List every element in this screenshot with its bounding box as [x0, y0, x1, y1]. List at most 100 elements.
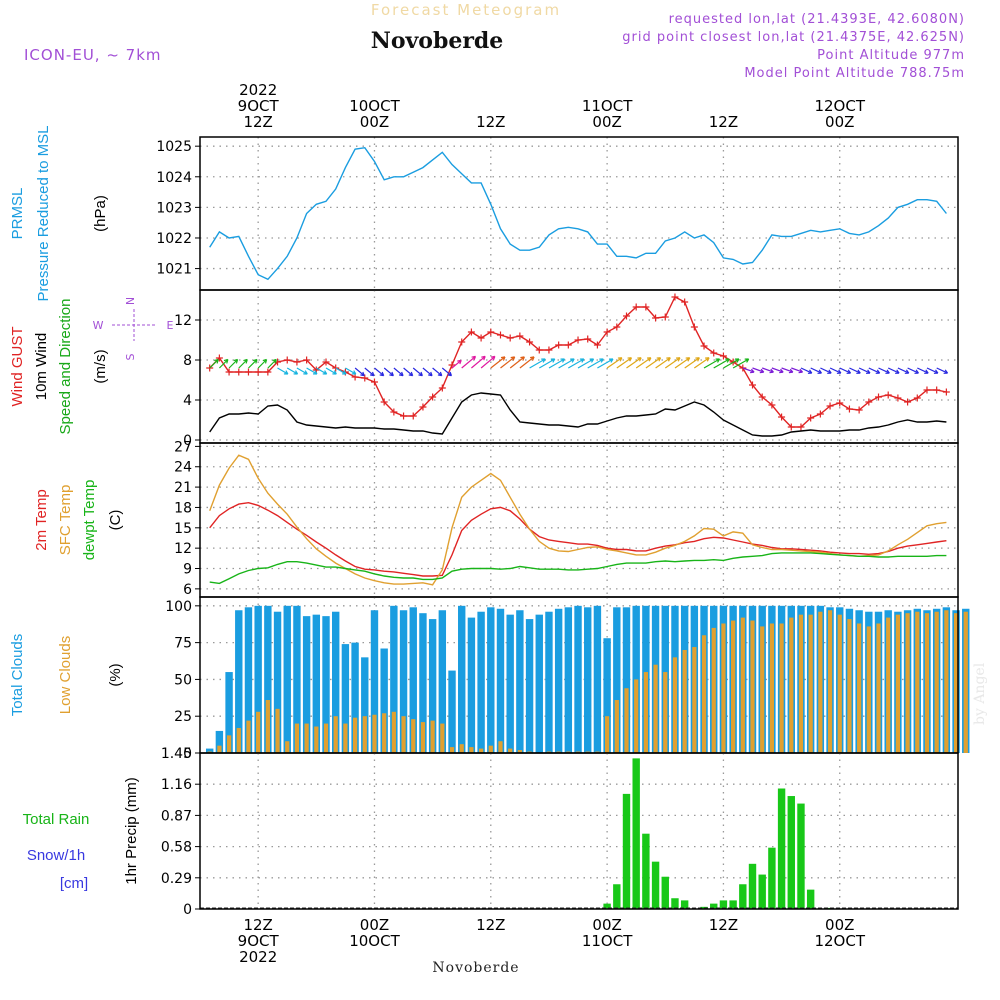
- time-label-top: 00Z: [592, 113, 621, 131]
- temperature-ylabel: 2m Temp: [33, 489, 50, 550]
- cloud-bar: [584, 607, 592, 753]
- pressure-ylabel: PRMSL: [9, 188, 26, 240]
- precip-bar: [661, 876, 669, 909]
- gust-marker: [244, 368, 252, 376]
- wind-arrow: [587, 358, 604, 369]
- wind-arrow: [393, 367, 404, 377]
- wind-arrow: [606, 357, 623, 369]
- temperature-series-line: [209, 552, 947, 585]
- wind-arrow: [800, 367, 813, 374]
- top-title: Forecast Meteogram: [371, 1, 561, 19]
- time-label-top: 2022: [239, 81, 277, 99]
- cloud-bar: [487, 607, 495, 753]
- wind-arrow: [364, 367, 375, 377]
- cloud-bar: [215, 730, 224, 753]
- temperature-panel: 6 9 12 15 18 21 24 27 2m Temp SFC Temp dewpt Temp (…: [33, 439, 959, 598]
- gust-marker: [826, 402, 834, 410]
- gust-marker: [322, 358, 330, 366]
- gust-marker: [671, 293, 679, 301]
- precip-bar: [710, 903, 718, 909]
- precip-bar: [642, 833, 650, 909]
- precip-legend: Total Rain: [23, 811, 90, 828]
- temperature-tick-label: 9: [183, 562, 192, 578]
- wind-arrow: [422, 367, 433, 377]
- gust-marker: [933, 386, 941, 394]
- cloud-bar: [244, 607, 253, 753]
- gust-marker: [845, 405, 853, 413]
- cloud-bar: [459, 744, 464, 753]
- gust-marker: [642, 303, 650, 311]
- wind-arrow: [383, 367, 394, 377]
- wind-ylabel: 10m Wind: [33, 333, 50, 401]
- cloud-bar: [409, 607, 417, 753]
- cloud-bar: [760, 626, 765, 753]
- precip-bar: [739, 884, 747, 909]
- wind-arrow: [277, 367, 289, 375]
- cloud-bar: [275, 708, 280, 753]
- cloud-bar: [496, 608, 505, 753]
- pressure-frame: [199, 136, 959, 291]
- gust-marker: [564, 341, 572, 349]
- cloud-bar: [390, 605, 398, 753]
- gridpoint-coords: grid point closest lon,lat (21.4375E, 42…: [622, 30, 965, 45]
- cloud-bar: [525, 619, 534, 753]
- gust-marker: [487, 328, 495, 336]
- wind-arrow: [626, 357, 642, 369]
- wind-arrow: [858, 367, 871, 374]
- cloud-bar: [847, 619, 852, 753]
- wind-arrow: [693, 357, 710, 369]
- pressure-ylabel: (hPa): [92, 195, 109, 232]
- wind-arrow: [926, 367, 939, 374]
- cloud-bar: [789, 617, 794, 753]
- cloud-bar: [643, 672, 648, 753]
- cloud-bar: [866, 626, 871, 753]
- model-altitude: Model Point Altitude 788.75m: [744, 66, 965, 81]
- cloud-bar: [711, 627, 716, 753]
- wind-arrow: [325, 367, 337, 375]
- gust-marker: [816, 410, 824, 418]
- wind-arrow: [490, 356, 506, 369]
- wind-series-line: [209, 392, 947, 437]
- clouds-tick-label: 75: [174, 636, 192, 652]
- cloud-bar: [352, 717, 358, 753]
- cloud-bar: [332, 611, 340, 753]
- wind-arrow: [664, 357, 681, 369]
- wind-arrow: [509, 356, 525, 369]
- wind-arrow: [374, 367, 385, 377]
- wind-arrow: [238, 358, 248, 369]
- gust-marker: [264, 368, 272, 376]
- gust-marker: [215, 354, 223, 362]
- time-label-bottom: 00Z: [825, 916, 854, 934]
- cloud-bar: [963, 611, 968, 753]
- wind-arrow: [887, 367, 900, 374]
- cloud-bar: [545, 611, 553, 753]
- pressure-tick-label: 1021: [156, 262, 192, 278]
- wind-arrow: [723, 358, 740, 369]
- cloud-bar: [419, 613, 427, 753]
- cloud-bar: [265, 700, 270, 753]
- gust-marker: [690, 323, 698, 331]
- temperature-tick-label: 18: [174, 500, 192, 516]
- gust-marker: [496, 331, 504, 339]
- cloud-bar: [285, 741, 290, 753]
- wind-tick-label: 8: [183, 353, 192, 369]
- wind-arrow: [538, 358, 556, 369]
- wind-arrow: [316, 367, 328, 375]
- gust-marker: [719, 352, 727, 360]
- cloud-bar: [953, 613, 959, 753]
- time-label-bottom: 2022: [239, 948, 277, 966]
- pressure-tick-label: 1022: [156, 231, 192, 247]
- wind-tick-label: 12: [174, 313, 192, 329]
- gust-marker: [458, 338, 466, 346]
- gust-marker: [913, 394, 921, 402]
- temperature-ylabel: dewpt Temp: [81, 480, 98, 561]
- gust-marker: [884, 391, 892, 399]
- wind-arrow: [412, 367, 423, 377]
- compass-letter: S: [124, 353, 137, 360]
- gust-marker: [797, 423, 805, 431]
- cloud-bar: [701, 635, 707, 753]
- wind-ylabel: (m/s): [92, 349, 109, 383]
- cloud-bar: [264, 605, 272, 753]
- cloud-bar: [322, 616, 330, 753]
